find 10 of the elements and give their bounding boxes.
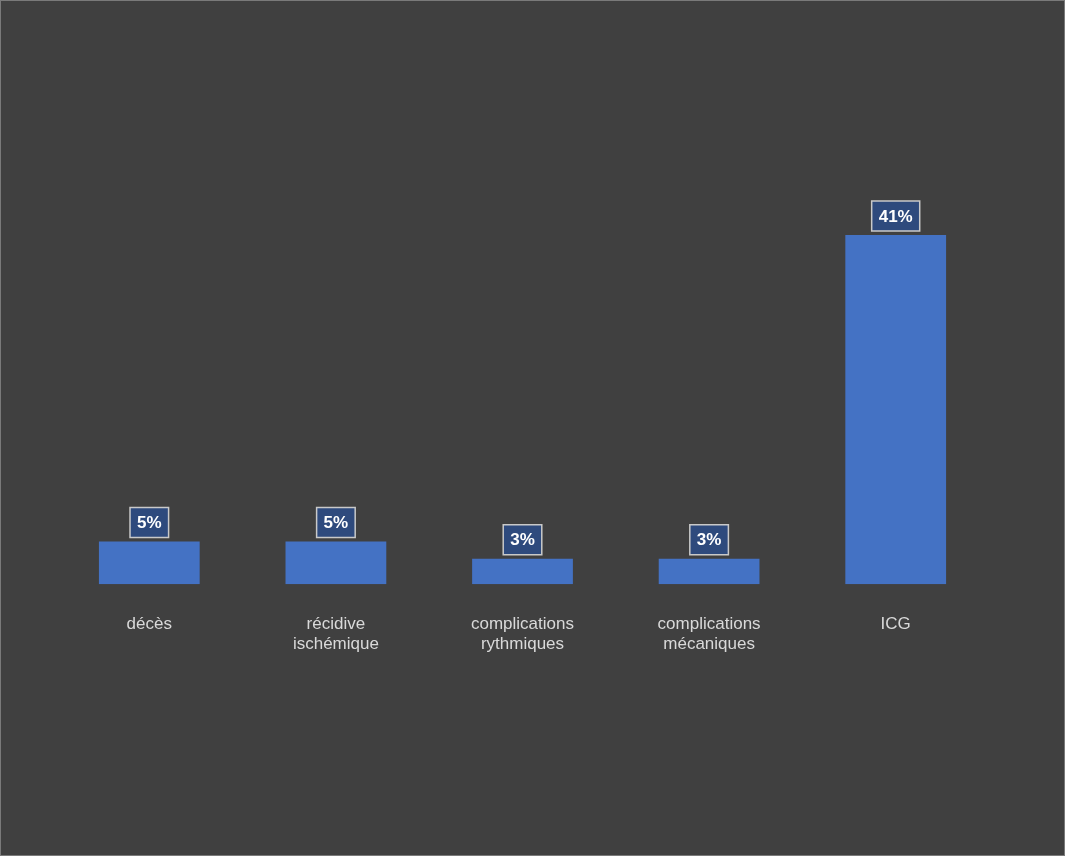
x-tick-label: récidive ischémique <box>292 614 379 654</box>
x-tick-label: décès <box>126 614 172 634</box>
x-tick-label: complications mécaniques <box>657 614 761 654</box>
x-tick-label: ICG <box>880 614 911 634</box>
data-label: 3% <box>510 530 535 550</box>
x-tick-label: complications rythmiques <box>471 614 574 654</box>
data-label: 41% <box>878 206 913 226</box>
data-label: 5% <box>137 513 162 533</box>
data-label: 3% <box>696 530 722 550</box>
data-label: 5% <box>323 513 349 533</box>
